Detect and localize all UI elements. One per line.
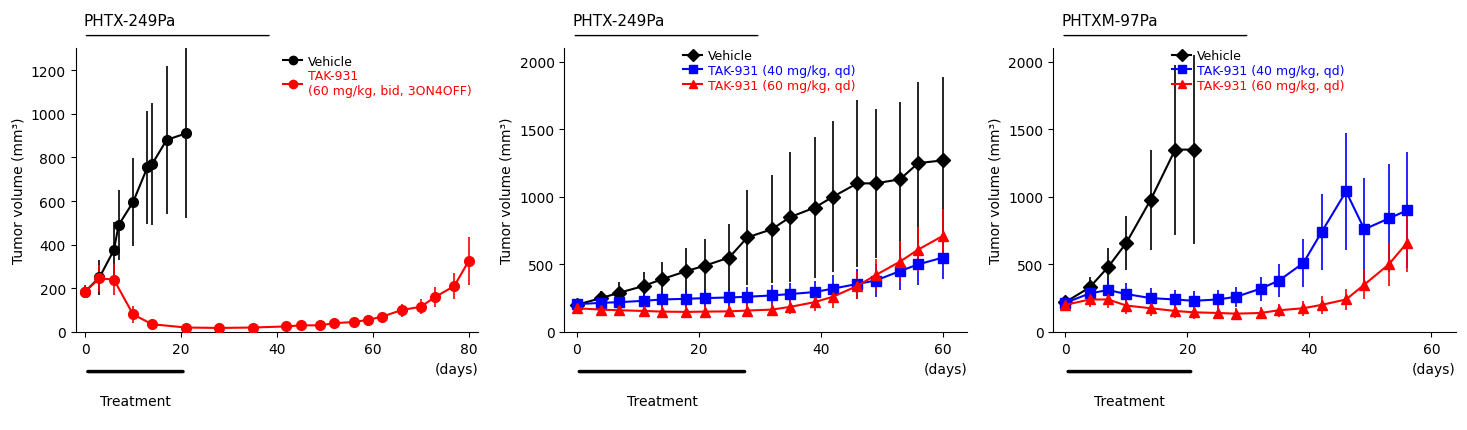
Legend: Vehicle, TAK-931
(60 mg/kg, bid, 3ON4OFF): Vehicle, TAK-931 (60 mg/kg, bid, 3ON4OFF… [283, 55, 472, 98]
Legend: Vehicle, TAK-931 (40 mg/kg, qd), TAK-931 (60 mg/kg, qd): Vehicle, TAK-931 (40 mg/kg, qd), TAK-931… [684, 50, 855, 92]
Text: PHTXM-97Pa: PHTXM-97Pa [1061, 15, 1157, 29]
Y-axis label: Tumor volume (mm³): Tumor volume (mm³) [500, 117, 513, 264]
Text: Treatment: Treatment [626, 394, 697, 408]
Text: Treatment: Treatment [100, 394, 170, 408]
Text: PHTX-249Pa: PHTX-249Pa [84, 15, 176, 29]
Y-axis label: Tumor volume (mm³): Tumor volume (mm³) [12, 117, 25, 264]
Text: (days): (days) [434, 362, 478, 376]
Legend: Vehicle, TAK-931 (40 mg/kg, qd), TAK-931 (60 mg/kg, qd): Vehicle, TAK-931 (40 mg/kg, qd), TAK-931… [1172, 50, 1345, 92]
Y-axis label: Tumor volume (mm³): Tumor volume (mm³) [989, 117, 1003, 264]
Text: (days): (days) [923, 362, 967, 376]
Text: Treatment: Treatment [1094, 394, 1165, 408]
Text: (days): (days) [1413, 362, 1455, 376]
Text: PHTX-249Pa: PHTX-249Pa [572, 15, 665, 29]
